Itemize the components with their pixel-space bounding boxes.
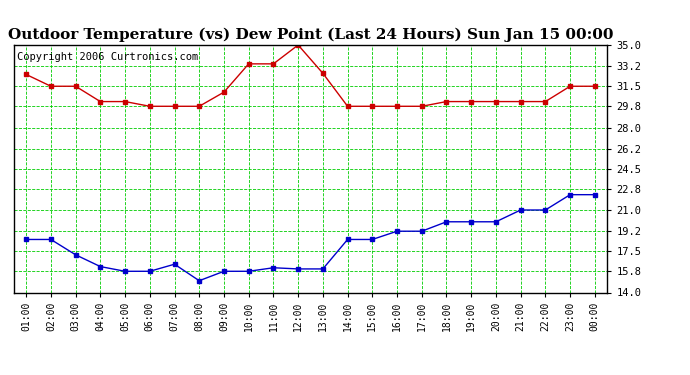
Text: Copyright 2006 Curtronics.com: Copyright 2006 Curtronics.com (17, 53, 198, 62)
Title: Outdoor Temperature (vs) Dew Point (Last 24 Hours) Sun Jan 15 00:00: Outdoor Temperature (vs) Dew Point (Last… (8, 28, 613, 42)
